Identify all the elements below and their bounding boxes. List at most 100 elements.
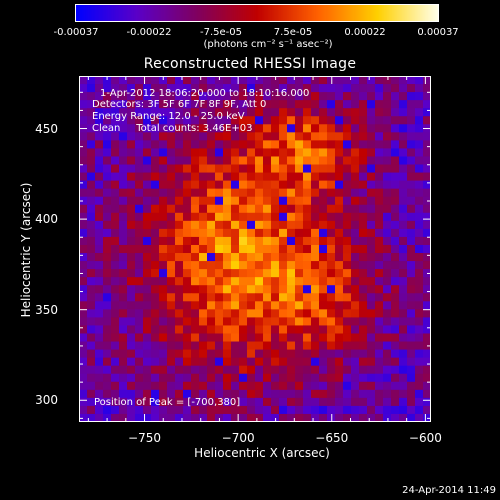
heatmap-cell	[167, 413, 176, 422]
heatmap-cell	[231, 309, 240, 318]
heatmap-cell	[343, 100, 352, 109]
heatmap-cell	[95, 261, 104, 270]
heatmap-cell	[127, 317, 136, 326]
heatmap-cell	[79, 244, 88, 254]
heatmap-cell	[151, 156, 160, 165]
heatmap-cell	[175, 140, 184, 149]
heatmap-cell	[103, 405, 112, 415]
heatmap-cell	[327, 140, 336, 149]
heatmap-cell	[255, 309, 264, 318]
heatmap-cell	[79, 204, 88, 214]
heatmap-cell	[151, 333, 160, 342]
heatmap-cell	[295, 236, 304, 246]
heatmap-cell	[287, 140, 296, 149]
heatmap-cell	[279, 413, 288, 422]
heatmap-cell	[143, 116, 152, 125]
heatmap-cell	[103, 373, 112, 383]
heatmap-cell	[79, 172, 88, 182]
heatmap-cell	[399, 76, 408, 85]
heatmap-cell	[287, 164, 296, 173]
heatmap-cell	[343, 76, 352, 85]
heatmap-cell	[343, 413, 352, 422]
heatmap-cell	[335, 76, 344, 85]
heatmap-cell	[199, 220, 208, 230]
heatmap-cell	[279, 261, 288, 270]
heatmap-cell	[79, 325, 88, 334]
heatmap-cell	[399, 405, 408, 415]
heatmap-cell	[135, 228, 144, 238]
heatmap-cell	[279, 389, 288, 399]
heatmap-cell	[247, 76, 256, 85]
heatmap-cell	[95, 325, 104, 334]
heatmap-cell	[407, 309, 416, 318]
heatmap-cell	[79, 180, 88, 190]
heatmap-cell	[87, 357, 96, 367]
heatmap-cell	[399, 317, 408, 326]
heatmap-cell	[263, 325, 272, 334]
heatmap-cell	[263, 277, 272, 286]
heatmap-cell	[95, 204, 104, 214]
heatmap-cell	[151, 244, 160, 254]
heatmap-cell	[319, 397, 328, 407]
heatmap-cell	[143, 140, 152, 149]
heatmap-cell	[303, 277, 312, 286]
heatmap-cell	[199, 349, 208, 359]
heatmap-cell	[87, 277, 96, 286]
heatmap-cell	[287, 92, 296, 101]
heatmap-cell	[375, 204, 384, 214]
heatmap-cell	[407, 220, 416, 230]
heatmap-cell	[335, 148, 344, 157]
heatmap-cell	[383, 124, 392, 133]
heatmap-cell	[383, 156, 392, 165]
heatmap-cell	[231, 116, 240, 125]
heatmap-cell	[391, 124, 400, 133]
heatmap-cell	[151, 228, 160, 238]
heatmap-cell	[95, 212, 104, 222]
heatmap-cell	[391, 156, 400, 165]
heatmap-cell	[327, 365, 336, 375]
heatmap-cell	[311, 277, 320, 286]
heatmap-cell	[231, 389, 240, 399]
heatmap-cell	[239, 333, 248, 342]
heatmap-cell	[343, 204, 352, 214]
heatmap-cell	[311, 124, 320, 133]
heatmap-cell	[191, 236, 200, 246]
heatmap-cell	[159, 116, 168, 125]
heatmap-cell	[191, 172, 200, 182]
heatmap-cell	[303, 204, 312, 214]
colorbar	[75, 4, 439, 22]
heatmap-cell	[351, 397, 360, 407]
heatmap-cell	[311, 301, 320, 310]
heatmap-cell	[375, 180, 384, 190]
heatmap-cell	[135, 116, 144, 125]
heatmap-cell	[407, 204, 416, 214]
heatmap-cells	[79, 76, 431, 422]
chart-title: Reconstructed RHESSI Image	[143, 56, 357, 72]
heatmap-cell	[415, 357, 424, 367]
heatmap-cell	[95, 253, 104, 262]
heatmap-cell	[95, 397, 104, 407]
heatmap-cell	[335, 277, 344, 286]
heatmap-cell	[415, 309, 424, 318]
heatmap-cell	[319, 365, 328, 375]
heatmap-cell	[239, 381, 248, 391]
heatmap-cell	[303, 309, 312, 318]
heatmap-cell	[423, 405, 431, 415]
heatmap-cell	[271, 389, 280, 399]
heatmap-cell	[79, 381, 88, 391]
heatmap-cell	[143, 365, 152, 375]
heatmap-cell	[319, 253, 328, 262]
heatmap-cell	[215, 261, 224, 270]
heatmap-cell	[247, 341, 256, 350]
heatmap-cell	[103, 220, 112, 230]
heatmap-cell	[175, 389, 184, 399]
heatmap-cell	[375, 220, 384, 230]
heatmap-cell	[191, 100, 200, 109]
heatmap-cell	[271, 405, 280, 415]
heatmap-cell	[151, 285, 160, 294]
heatmap-cell	[311, 285, 320, 294]
heatmap-cell	[223, 269, 232, 278]
heatmap-cell	[199, 196, 208, 206]
heatmap-cell	[319, 373, 328, 383]
heatmap-cell	[295, 228, 304, 238]
